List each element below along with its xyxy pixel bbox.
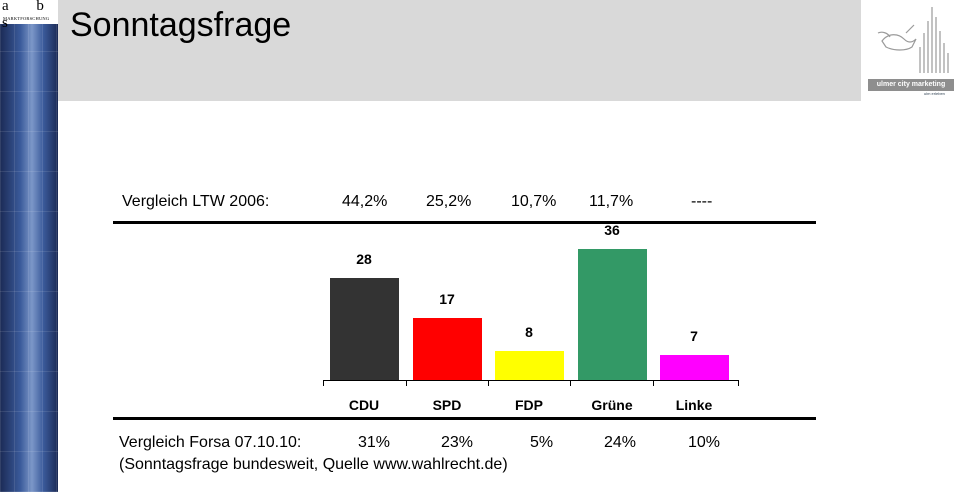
x-axis-tick (653, 380, 654, 386)
category-label-spd: SPD (432, 397, 462, 413)
forsa-value-spd: 23% (441, 434, 474, 451)
header-band (58, 0, 861, 101)
forsa-value-gruene: 24% (604, 434, 637, 451)
forsa-value-linke: 10% (688, 434, 721, 451)
decorative-side-band (0, 0, 58, 492)
ulmer-city-marketing-logo: ulmer city marketing ulm erleben (868, 3, 956, 96)
ltw-row-label: Vergleich LTW 2006: (122, 193, 270, 210)
bar-gruene (577, 249, 647, 380)
data-label-linke: 7 (690, 328, 698, 344)
ltw-value-cdu: 44,2% (342, 193, 388, 210)
category-label-linke: Linke (675, 397, 713, 413)
bar-cdu (329, 278, 399, 380)
abs-logo: a b s MARKTFORSCHUNG (0, 0, 58, 31)
x-axis-line (323, 380, 738, 381)
x-axis-tick (323, 380, 324, 386)
abs-logo-letters: a b s (2, 0, 56, 31)
forsa-value-fdp: 5% (530, 434, 554, 451)
ucm-logo-tagline: ulm erleben (924, 91, 945, 96)
data-label-gruene: 36 (604, 222, 620, 238)
ltw-value-gruene: 11,7% (589, 193, 634, 210)
x-axis-tick (488, 380, 489, 386)
bottom-rule (113, 417, 816, 420)
ltw-value-fdp: 10,7% (511, 193, 557, 210)
data-label-cdu: 28 (356, 251, 372, 267)
forsa-value-cdu: 31% (358, 434, 391, 451)
top-rule (113, 221, 816, 224)
category-label-gruene: Grüne (591, 397, 633, 413)
bar-linke (659, 355, 729, 380)
page-title: Sonntagsfrage (70, 6, 292, 44)
ltw-value-spd: 25,2% (426, 193, 472, 210)
category-label-cdu: CDU (348, 397, 380, 413)
bar-fdp (494, 351, 564, 380)
category-label-fdp: FDP (515, 397, 543, 413)
dove-skyline-icon (877, 7, 949, 73)
source-note: (Sonntagsfrage bundesweit, Quelle www.wa… (119, 456, 508, 473)
data-label-spd: 17 (439, 291, 455, 307)
x-axis-tick (570, 380, 571, 386)
ucm-logo-name: ulmer city marketing (868, 79, 954, 91)
ltw-value-linke: ---- (691, 193, 713, 210)
abs-logo-subtitle: MARKTFORSCHUNG (3, 16, 50, 21)
x-axis-tick (406, 380, 407, 386)
forsa-row-label: Vergleich Forsa 07.10.10: (119, 434, 302, 451)
x-axis-tick (738, 380, 739, 386)
data-label-fdp: 8 (525, 324, 533, 340)
bar-spd (412, 318, 482, 380)
